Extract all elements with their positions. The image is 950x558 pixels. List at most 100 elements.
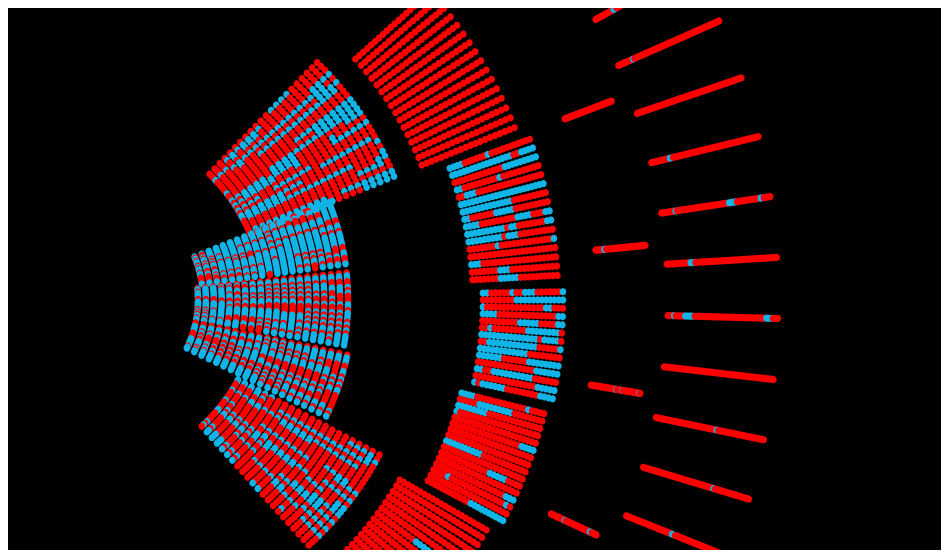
section-inner-top[interactable] [206, 59, 398, 238]
seat-taken[interactable] [315, 409, 323, 417]
seat-taken[interactable] [274, 269, 281, 277]
seat-available[interactable] [259, 490, 267, 498]
seat-taken[interactable] [205, 355, 213, 363]
seat-taken[interactable] [308, 405, 315, 413]
seat-available[interactable] [526, 135, 533, 143]
seat-available[interactable] [558, 329, 566, 337]
seat-taken[interactable] [383, 175, 391, 183]
seat-taken[interactable] [309, 336, 317, 344]
seat-taken[interactable] [286, 394, 293, 402]
seat-taken[interactable] [228, 276, 236, 284]
seat-available[interactable] [559, 304, 567, 312]
seat-available[interactable] [534, 432, 542, 440]
seat-available[interactable] [551, 244, 559, 252]
seat-taken[interactable] [559, 313, 566, 321]
seat-taken[interactable] [510, 496, 517, 504]
seat-available[interactable] [349, 189, 357, 197]
seat-taken[interactable] [557, 346, 564, 354]
seat-taken[interactable] [390, 172, 398, 180]
seat-taken[interactable] [249, 479, 256, 487]
seat-taken[interactable] [322, 412, 330, 420]
seat-taken[interactable] [334, 261, 342, 269]
seat-available[interactable] [542, 189, 549, 197]
seat-available[interactable] [239, 468, 246, 476]
seat-taken[interactable] [296, 266, 304, 274]
seat-available[interactable] [266, 270, 274, 278]
seat-available[interactable] [295, 530, 302, 538]
seat-map[interactable] [8, 8, 941, 550]
seat-available[interactable] [198, 422, 206, 430]
seat-taken[interactable] [559, 321, 566, 329]
seat-taken[interactable] [319, 263, 327, 271]
seat-available[interactable] [527, 454, 535, 462]
seat-available[interactable] [234, 462, 241, 470]
seat-available[interactable] [274, 507, 282, 515]
seat-available[interactable] [553, 262, 561, 270]
seat-available[interactable] [488, 75, 495, 83]
seat-available[interactable] [513, 489, 520, 497]
seat-available[interactable] [502, 104, 510, 112]
section-outer-b[interactable] [566, 8, 782, 550]
seat-available[interactable] [556, 354, 563, 362]
seat-taken[interactable] [223, 451, 231, 459]
seat-taken[interactable] [532, 153, 539, 161]
seat-available[interactable] [557, 337, 565, 345]
seat-available[interactable] [483, 66, 490, 74]
seat-taken[interactable] [278, 330, 286, 338]
seat-available[interactable] [511, 124, 518, 132]
seat-available[interactable] [342, 192, 350, 200]
seat-taken[interactable] [227, 366, 235, 374]
seat-available[interactable] [474, 541, 481, 549]
seat-taken[interactable] [342, 260, 349, 268]
seat-taken[interactable] [218, 445, 226, 453]
seat-taken[interactable] [317, 337, 325, 345]
seat-available[interactable] [447, 13, 454, 21]
seat-taken[interactable] [234, 369, 242, 377]
seat-available[interactable] [244, 473, 251, 481]
section-inner-bottom[interactable] [198, 376, 383, 549]
seat-taken[interactable] [301, 334, 309, 342]
seat-available[interactable] [335, 194, 343, 203]
seat-taken[interactable] [254, 485, 262, 493]
seat-available[interactable] [477, 57, 485, 65]
seat-available[interactable] [460, 30, 467, 38]
seat-available[interactable] [642, 241, 649, 249]
seat-taken[interactable] [546, 207, 553, 215]
seat-taken[interactable] [499, 517, 507, 525]
section-middle-center[interactable] [471, 288, 567, 403]
seat-taken[interactable] [270, 329, 278, 337]
seat-taken[interactable] [549, 395, 556, 403]
seat-taken[interactable] [278, 391, 286, 399]
seat-available[interactable] [540, 410, 548, 418]
seat-available[interactable] [536, 424, 544, 433]
seat-available[interactable] [300, 536, 308, 544]
seat-taken[interactable] [243, 274, 251, 282]
seat-taken[interactable] [190, 348, 198, 356]
seat-available[interactable] [305, 541, 313, 549]
seat-taken[interactable] [213, 439, 221, 447]
seat-taken[interactable] [212, 358, 220, 367]
seat-available[interactable] [538, 417, 546, 425]
seat-taken[interactable] [286, 332, 293, 340]
seat-available[interactable] [535, 162, 542, 170]
seat-taken[interactable] [550, 234, 558, 242]
section-inner-lower[interactable] [183, 319, 351, 420]
seat-taken[interactable] [325, 338, 332, 346]
section-inner-upper[interactable] [191, 199, 349, 288]
seat-available[interactable] [285, 519, 292, 527]
seat-available[interactable] [466, 39, 473, 47]
seat-available[interactable] [549, 225, 556, 233]
seat-taken[interactable] [271, 387, 279, 395]
seat-available[interactable] [493, 85, 500, 93]
seat-taken[interactable] [540, 180, 547, 188]
seat-taken[interactable] [263, 327, 270, 335]
seat-available[interactable] [247, 325, 255, 333]
seat-available[interactable] [290, 524, 297, 532]
seat-available[interactable] [544, 198, 551, 206]
seat-taken[interactable] [236, 275, 243, 283]
seat-taken[interactable] [553, 370, 561, 378]
seat-available[interactable] [280, 513, 287, 521]
seat-taken[interactable] [555, 362, 562, 370]
seat-taken[interactable] [377, 178, 384, 186]
seat-available[interactable] [356, 186, 364, 194]
